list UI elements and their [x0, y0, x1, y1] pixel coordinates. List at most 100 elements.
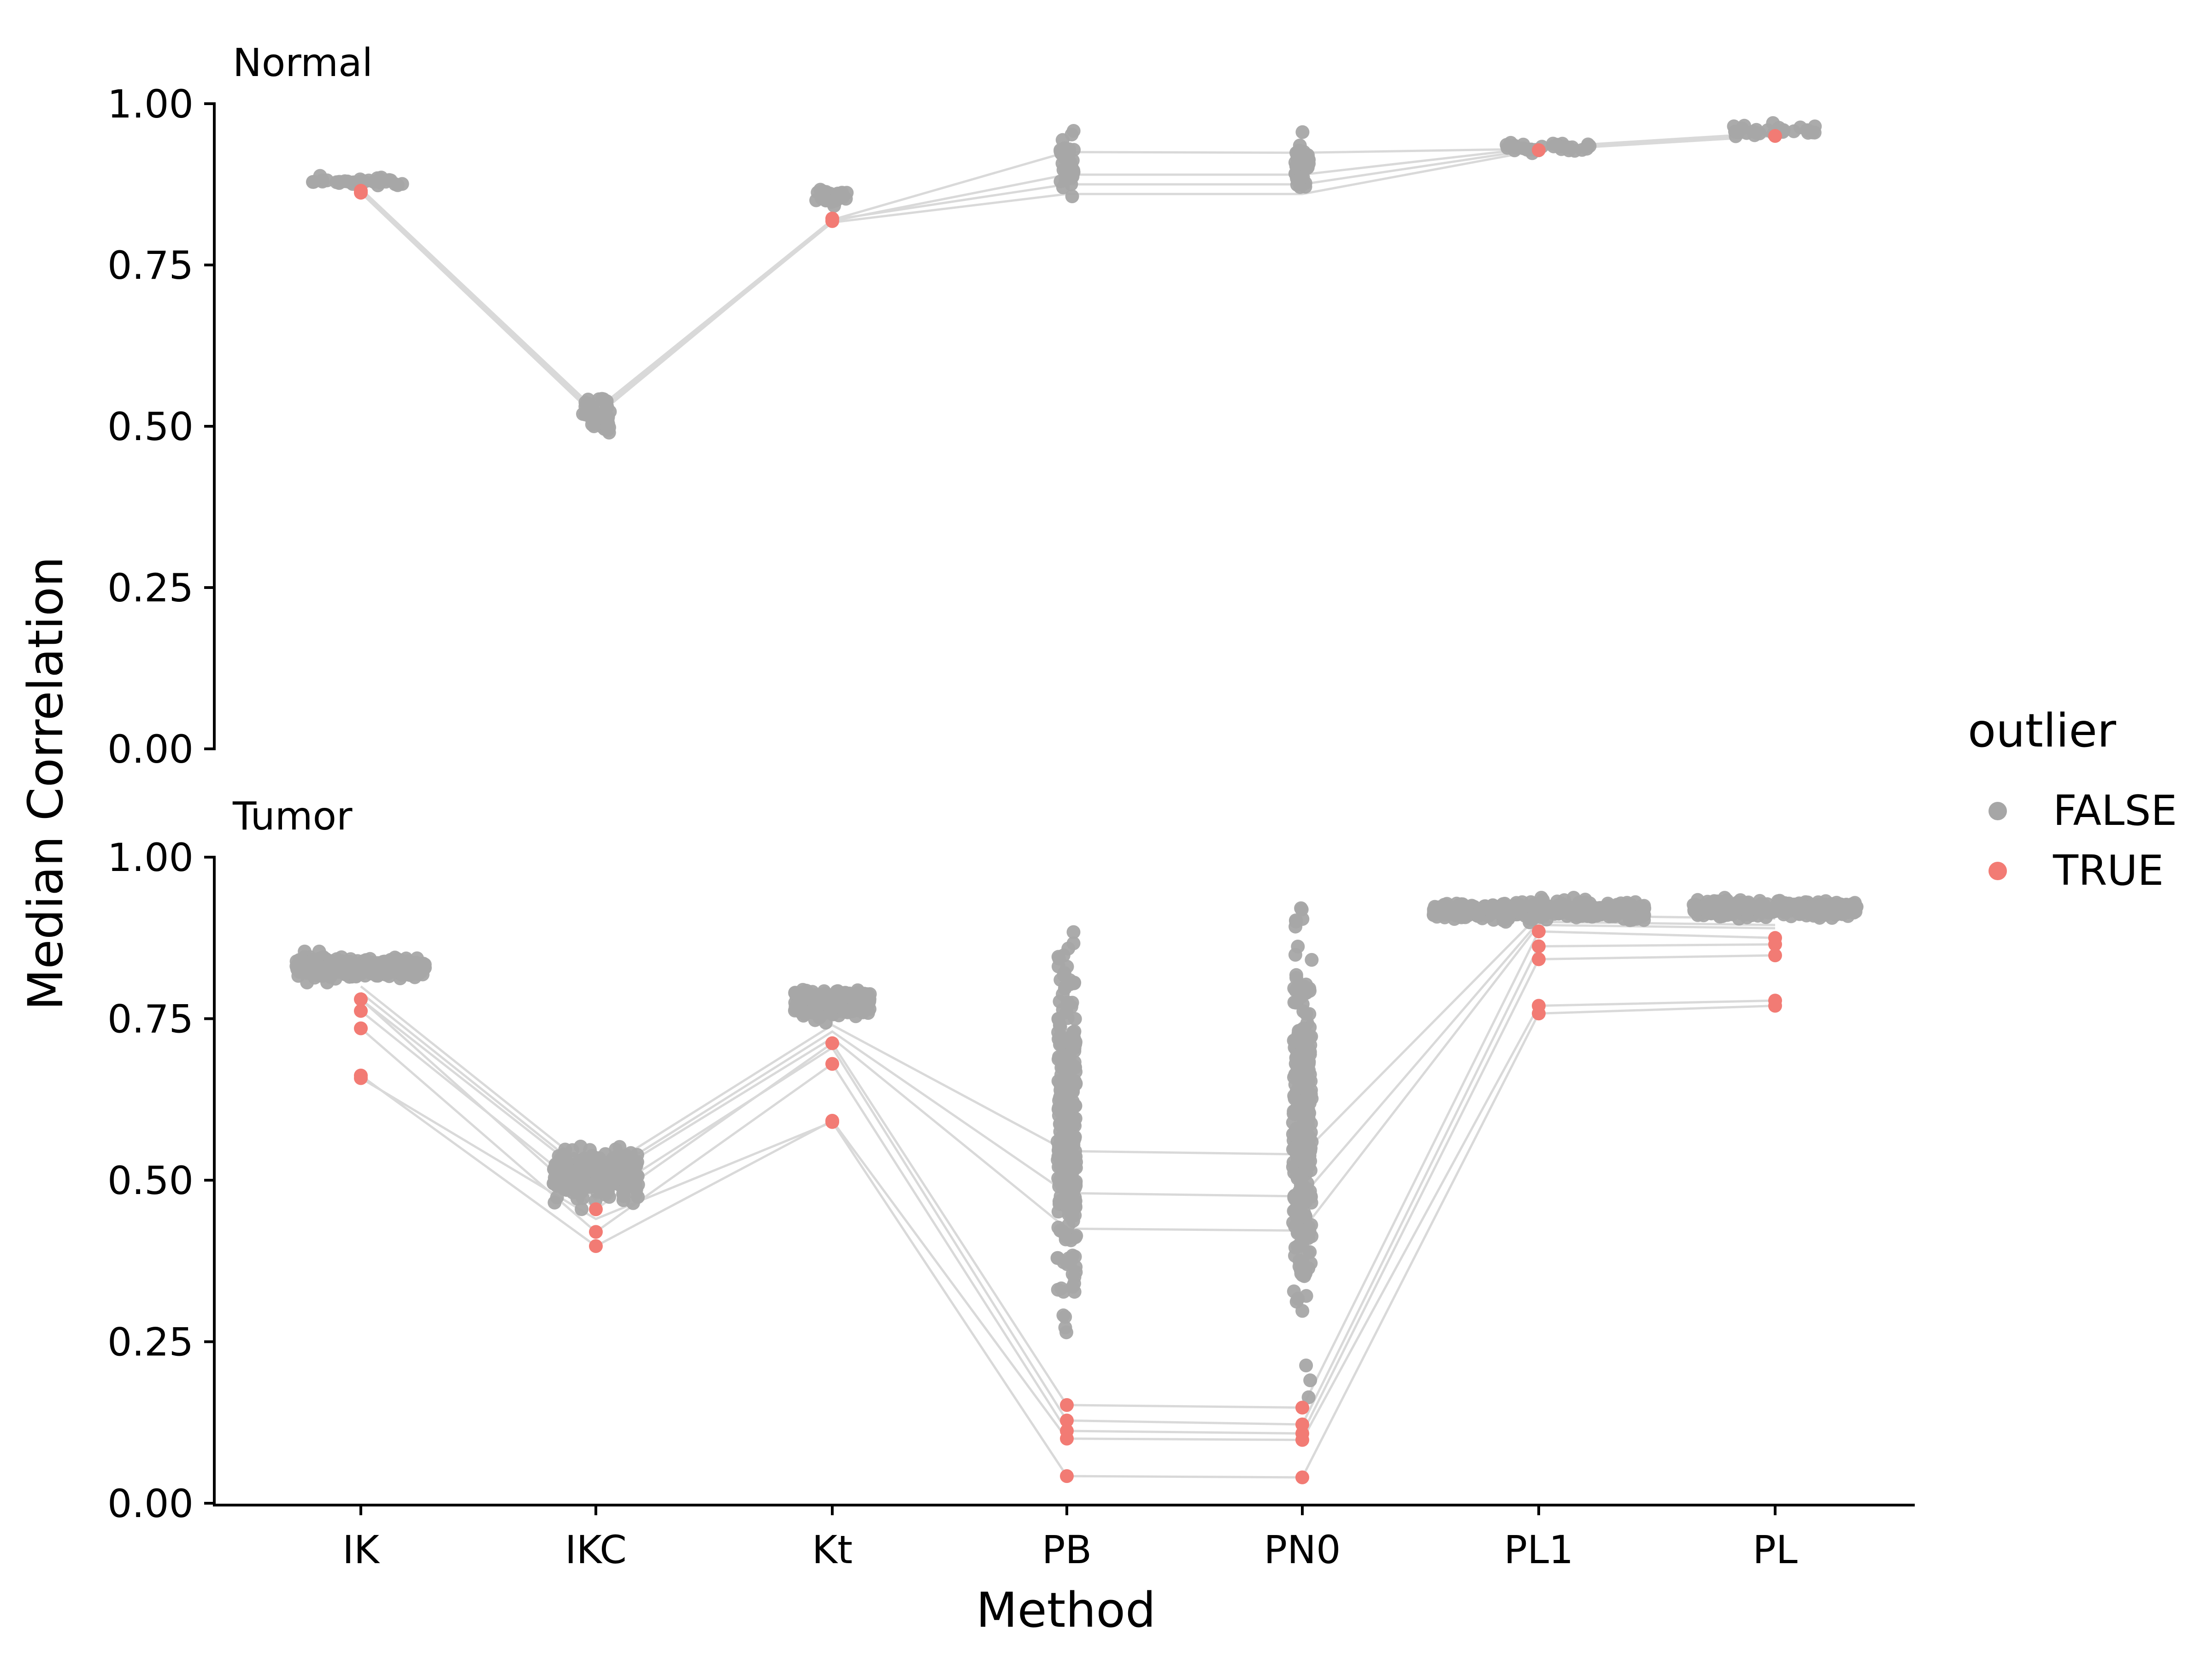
point-false — [340, 961, 354, 975]
point-false — [595, 392, 609, 406]
x-tick-label: PL — [1753, 1527, 1798, 1572]
point-false — [829, 988, 843, 1002]
point-false — [1067, 1285, 1082, 1299]
point-false — [553, 1177, 567, 1191]
point-false — [1547, 905, 1561, 919]
point-false — [1547, 139, 1561, 153]
point-false — [1299, 1116, 1313, 1130]
point-false — [1065, 1192, 1080, 1206]
point-false — [1059, 1325, 1073, 1340]
point-false — [1520, 142, 1534, 157]
point-true — [354, 1071, 368, 1085]
point-true — [354, 1021, 368, 1035]
point-false — [1299, 1359, 1313, 1372]
point-false — [600, 1171, 615, 1186]
point-false — [1731, 125, 1745, 140]
point-false — [332, 175, 347, 189]
point-false — [1056, 1308, 1071, 1323]
point-false — [1063, 1131, 1077, 1145]
point-false — [1757, 898, 1771, 912]
point-false — [1793, 120, 1807, 135]
point-false — [1064, 1000, 1078, 1014]
point-false — [1600, 904, 1614, 918]
point-false — [1066, 925, 1081, 939]
point-false — [575, 1202, 589, 1216]
point-false — [1056, 948, 1071, 963]
point-false — [1065, 189, 1079, 203]
point-false — [1827, 901, 1841, 915]
y-tick-label: 1.00 — [107, 835, 194, 880]
point-false — [1305, 953, 1319, 967]
point-false — [1054, 1281, 1068, 1295]
point-true — [1532, 939, 1546, 953]
point-false — [573, 1140, 588, 1153]
point-false — [1768, 904, 1782, 918]
point-false — [1051, 1251, 1065, 1265]
point-false — [601, 417, 615, 431]
point-true — [1060, 1469, 1074, 1483]
point-false — [1560, 909, 1574, 923]
point-false — [1713, 910, 1727, 924]
legend-label-false: FALSE — [2053, 787, 2177, 835]
point-false — [1052, 1194, 1066, 1208]
point-true — [354, 992, 368, 1006]
point-false — [843, 990, 858, 1004]
legend-label-true: TRUE — [2053, 847, 2164, 895]
point-false — [393, 961, 407, 975]
point-false — [1060, 1078, 1074, 1093]
y-tick-label: 0.25 — [107, 1320, 194, 1365]
point-true — [825, 1057, 839, 1071]
point-false — [1302, 1147, 1316, 1161]
point-false — [1303, 1245, 1317, 1259]
legend-title: outlier — [1968, 704, 2117, 758]
point-false — [1296, 1265, 1311, 1279]
point-false — [1733, 900, 1747, 914]
point-false — [1568, 144, 1582, 158]
point-false — [1293, 173, 1307, 187]
point-false — [612, 1161, 626, 1176]
point-false — [788, 1000, 803, 1014]
point-true — [825, 1036, 839, 1050]
point-false — [1429, 901, 1443, 915]
point-true — [1768, 129, 1782, 143]
point-false — [797, 992, 812, 1006]
point-false — [1294, 902, 1309, 917]
point-false — [388, 177, 402, 191]
point-false — [1053, 973, 1068, 987]
point-false — [1299, 1006, 1313, 1021]
point-false — [1067, 1270, 1082, 1284]
point-false — [1526, 903, 1541, 917]
point-false — [371, 956, 385, 970]
panel-title: Tumor — [232, 794, 353, 839]
point-false — [556, 1159, 570, 1173]
point-true — [1060, 1413, 1074, 1428]
point-false — [1289, 1051, 1303, 1065]
point-false — [612, 1140, 627, 1154]
point-false — [1301, 148, 1315, 162]
point-true — [1768, 937, 1782, 952]
panel-title: Normal — [233, 40, 373, 85]
point-false — [1294, 1204, 1308, 1218]
point-false — [1060, 148, 1075, 162]
x-tick-label: PN0 — [1264, 1527, 1341, 1572]
point-false — [1287, 1141, 1301, 1155]
y-tick-label: 0.00 — [107, 1481, 194, 1526]
point-false — [630, 1148, 644, 1162]
point-false — [1701, 906, 1716, 920]
point-false — [626, 1196, 640, 1210]
point-false — [827, 1000, 841, 1014]
point-false — [1303, 1067, 1317, 1082]
point-false — [1054, 1060, 1069, 1075]
point-false — [1291, 1027, 1306, 1041]
legend: outlier FALSE TRUE — [1968, 704, 2177, 895]
x-axis-title: Method — [976, 1582, 1156, 1638]
point-false — [585, 1149, 600, 1163]
point-true — [1768, 948, 1782, 963]
legend-swatch-true — [1988, 862, 2007, 880]
point-false — [1478, 901, 1492, 915]
point-false — [808, 992, 822, 1006]
point-false — [1058, 1144, 1072, 1158]
point-false — [1299, 1289, 1313, 1303]
point-true — [1532, 924, 1546, 939]
